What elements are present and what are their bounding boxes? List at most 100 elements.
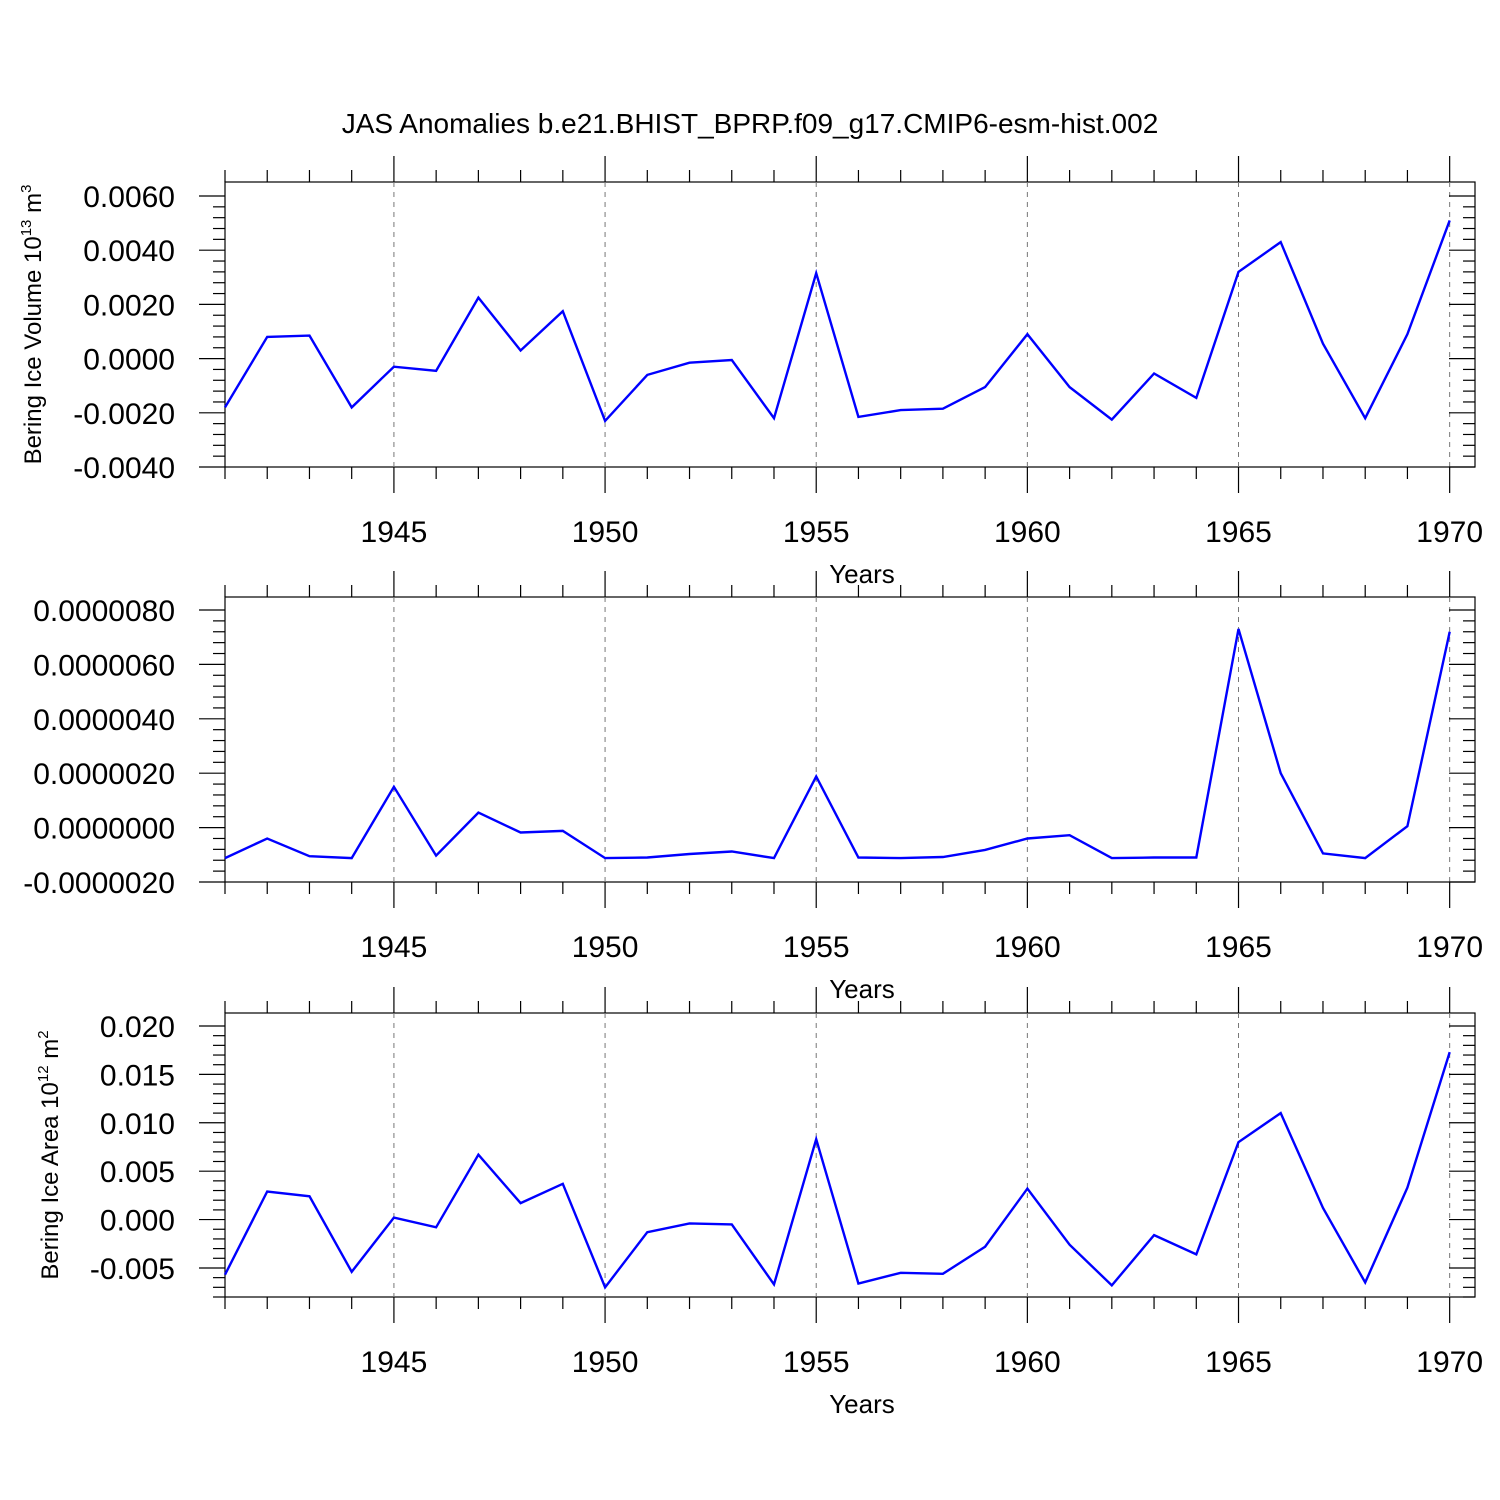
- data-point: [688, 1221, 692, 1225]
- data-point: [1110, 418, 1114, 422]
- data-point: [1405, 332, 1409, 336]
- data-point: [856, 415, 860, 419]
- y-tick-label: 0.005: [100, 1156, 175, 1189]
- y-tick-label: 0.0040: [83, 235, 175, 268]
- data-point: [1194, 1252, 1198, 1256]
- y-tick-label: -0.0000020: [23, 867, 175, 900]
- data-point: [223, 405, 227, 409]
- data-point: [772, 416, 776, 420]
- x-axis-title: Years: [829, 559, 895, 589]
- data-point: [983, 848, 987, 852]
- data-point: [1448, 1050, 1452, 1054]
- data-point: [476, 811, 480, 815]
- data-point: [1068, 1243, 1072, 1247]
- data-point: [434, 1225, 438, 1229]
- data-point: [1152, 372, 1156, 376]
- data-point: [941, 1272, 945, 1276]
- data-point: [265, 1190, 269, 1194]
- y-axis-title-exponent: 13: [18, 220, 35, 237]
- y-axis-title: Bering Ice Area 1012 m2: [35, 1030, 64, 1279]
- data-point: [265, 335, 269, 339]
- data-point: [1279, 240, 1283, 244]
- data-point: [1321, 1206, 1325, 1210]
- data-point: [1321, 851, 1325, 855]
- y-tick-label: 0.0060: [83, 181, 175, 214]
- series-line-ice-area: [223, 1051, 1451, 1290]
- panel-middle-panel: -0.0000020 0.0000000 0.0000020 0.0000040 0.0…: [23, 571, 1483, 1004]
- data-point: [392, 365, 396, 369]
- data-point: [1237, 1140, 1241, 1144]
- data-point: [814, 271, 818, 275]
- x-tick-label: 1965: [1205, 1346, 1272, 1379]
- y-axis-title-main: Bering Ice Area 10: [37, 1082, 64, 1279]
- y-tick-label: 0.0000: [83, 344, 175, 377]
- data-point: [1279, 1111, 1283, 1115]
- y-tick-label: -0.0020: [73, 398, 175, 431]
- data-point: [519, 831, 523, 835]
- x-tick-label: 1960: [994, 1346, 1061, 1379]
- x-tick-label: 1955: [783, 1346, 850, 1379]
- data-point: [1237, 270, 1241, 274]
- y-axis-title-unit-exponent: 2: [35, 1030, 52, 1038]
- y-axis-title-unit: m: [20, 193, 47, 220]
- x-tick-label: 1945: [361, 931, 428, 964]
- data-point: [899, 408, 903, 412]
- data-point: [1068, 385, 1072, 389]
- data-point: [1194, 396, 1198, 400]
- data-point: [1363, 416, 1367, 420]
- x-tick-label: 1955: [783, 931, 850, 964]
- data-point: [1025, 837, 1029, 841]
- x-tick-label: 1965: [1205, 516, 1272, 549]
- y-axis-title-main: Bering Ice Volume 10: [20, 236, 47, 464]
- data-point: [561, 829, 565, 833]
- data-point: [1363, 1281, 1367, 1285]
- data-point: [688, 852, 692, 856]
- data-point: [519, 349, 523, 353]
- data-point: [1110, 856, 1114, 860]
- x-tick-label: 1950: [572, 931, 639, 964]
- y-tick-label: 0.020: [100, 1011, 175, 1044]
- y-tick-label: 0.010: [100, 1108, 175, 1141]
- chart-title: JAS Anomalies b.e21.BHIST_BPRP.f09_g17.C…: [342, 108, 1159, 139]
- data-point: [1110, 1283, 1114, 1287]
- data-point: [730, 1222, 734, 1226]
- data-point: [899, 856, 903, 860]
- data-point: [941, 407, 945, 411]
- x-tick-label: 1945: [361, 516, 428, 549]
- data-point: [392, 785, 396, 789]
- data-point: [392, 1216, 396, 1220]
- data-point: [983, 385, 987, 389]
- data-point: [856, 856, 860, 860]
- data-point: [308, 854, 312, 858]
- data-point: [645, 373, 649, 377]
- data-point: [772, 1282, 776, 1286]
- series-line-ice-volume: [223, 219, 1451, 424]
- data-point: [519, 1201, 523, 1205]
- data-point: [1321, 342, 1325, 346]
- x-tick-label: 1945: [361, 1346, 428, 1379]
- x-tick-label: 1955: [783, 516, 850, 549]
- y-tick-label: 0.015: [100, 1059, 175, 1092]
- data-point: [730, 850, 734, 854]
- y-tick-label: -0.005: [90, 1253, 175, 1286]
- data-point: [350, 1270, 354, 1274]
- y-axis-title-exponent: 12: [35, 1065, 52, 1082]
- data-point: [350, 856, 354, 860]
- data-point: [1152, 1233, 1156, 1237]
- data-point: [350, 405, 354, 409]
- data-point: [983, 1245, 987, 1249]
- panel-ice-area: -0.005 0.000 0.005 0.010 0.015 0.020 1945 1950 1…: [35, 987, 1483, 1419]
- x-tick-label: 1970: [1416, 931, 1483, 964]
- y-tick-label: 0.0000040: [33, 704, 175, 737]
- data-point: [603, 1285, 607, 1289]
- data-point: [1152, 856, 1156, 860]
- data-point: [561, 309, 565, 313]
- x-tick-label: 1950: [572, 516, 639, 549]
- data-point: [814, 1137, 818, 1141]
- x-axis-title: Years: [829, 1389, 895, 1419]
- x-tick-label: 1960: [994, 516, 1061, 549]
- data-point: [434, 854, 438, 858]
- data-point: [1363, 856, 1367, 860]
- data-point: [688, 361, 692, 365]
